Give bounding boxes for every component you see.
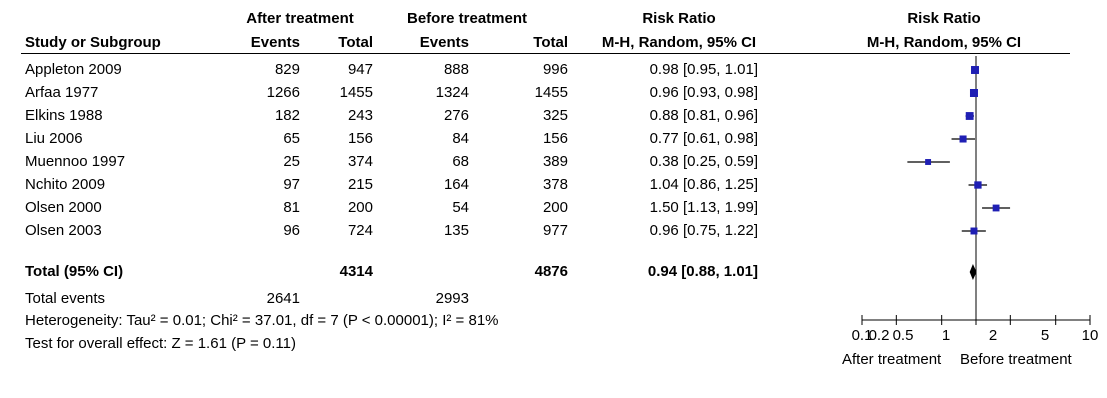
events2-header: Events: [419, 34, 469, 51]
study-name: Arfaa 1977: [25, 84, 99, 101]
study-marker: [925, 159, 932, 165]
rr-ci-cell: 0.77 [0.61, 0.98]: [649, 130, 758, 147]
events1-cell: 1266: [266, 84, 300, 101]
study-column-header: Study or Subgroup: [25, 34, 161, 51]
total1-cell: 4314: [339, 263, 373, 280]
study-marker: [971, 66, 979, 74]
study-name: Olsen 2003: [25, 222, 102, 239]
plot-method-header: M-H, Random, 95% CI: [866, 34, 1022, 51]
study-name: Olsen 2000: [25, 199, 102, 216]
rr-method-header: M-H, Random, 95% CI: [601, 34, 757, 51]
rr-ci-cell: 1.50 [1.13, 1.99]: [649, 199, 758, 216]
plot-column-header: Risk Ratio: [907, 10, 981, 27]
rr-ci-cell: 0.98 [0.95, 1.01]: [649, 61, 758, 78]
total2-header: Total: [533, 34, 568, 51]
events2-cell: 276: [443, 107, 469, 124]
study-name: Liu 2006: [25, 130, 83, 147]
events1-cell: 97: [283, 176, 300, 193]
study-name: Elkins 1988: [25, 107, 103, 124]
study-marker: [974, 181, 982, 189]
total2-cell: 1455: [534, 84, 568, 101]
events2-cell: 135: [443, 222, 469, 239]
total1-cell: 724: [347, 222, 373, 239]
tick-label: 0.5: [892, 327, 914, 344]
rr-ci-cell: 0.88 [0.81, 0.96]: [649, 107, 758, 124]
rr-ci-cell: 0.96 [0.75, 1.22]: [649, 222, 758, 239]
tick-label: 2: [988, 327, 998, 344]
total2-cell: 325: [542, 107, 568, 124]
heterogeneity-stats: Heterogeneity: Tau² = 0.01; Chi² = 37.01…: [25, 312, 499, 329]
events2-cell: 54: [452, 199, 469, 216]
total-rr-ci: 0.94 [0.88, 1.01]: [647, 263, 758, 280]
favours-right-label: Before treatment: [960, 351, 1072, 368]
total2-cell: 378: [542, 176, 568, 193]
rr-column-header: Risk Ratio: [642, 10, 716, 27]
events1-cell: 829: [274, 61, 300, 78]
rr-ci-cell: 1.04 [0.86, 1.25]: [649, 176, 758, 193]
study-marker: [965, 112, 974, 120]
total2-cell: 389: [542, 153, 568, 170]
total-events-label: Total events: [25, 290, 106, 307]
total1-cell: 243: [347, 107, 373, 124]
tick-label: 1: [941, 327, 951, 344]
total-events1-cell: 2641: [266, 290, 300, 307]
events1-cell: 182: [274, 107, 300, 124]
total1-cell: 947: [347, 61, 373, 78]
events1-header: Events: [250, 34, 300, 51]
total-events2-cell: 2993: [435, 290, 469, 307]
total1-cell: 215: [347, 176, 373, 193]
events2-cell: 84: [452, 130, 469, 147]
tick-label: 10: [1081, 327, 1099, 344]
total2-cell: 200: [542, 199, 568, 216]
total1-cell: 156: [347, 130, 373, 147]
total1-cell: 1455: [339, 84, 373, 101]
study-marker: [969, 89, 978, 97]
events2-cell: 1324: [435, 84, 469, 101]
total1-cell: 200: [347, 199, 373, 216]
pooled-diamond: [969, 264, 977, 280]
total2-cell: 996: [542, 61, 568, 78]
total-label: Total (95% CI): [25, 263, 124, 280]
study-marker: [959, 135, 967, 143]
study-marker: [992, 204, 1000, 212]
overall-effect-stats: Test for overall effect: Z = 1.61 (P = 0…: [25, 335, 296, 352]
total1-cell: 374: [347, 153, 373, 170]
events2-cell: 164: [443, 176, 469, 193]
group2-header: Before treatment: [406, 10, 528, 27]
events2-cell: 68: [452, 153, 469, 170]
tick-label: 5: [1040, 327, 1050, 344]
events2-cell: 888: [443, 61, 469, 78]
events1-cell: 96: [283, 222, 300, 239]
study-name: Appleton 2009: [25, 61, 122, 78]
group1-header: After treatment: [246, 10, 354, 27]
study-name: Muennoo 1997: [25, 153, 126, 170]
header-rule: [21, 53, 1070, 54]
total2-cell: 156: [542, 130, 568, 147]
total1-header: Total: [338, 34, 373, 51]
events1-cell: 65: [283, 130, 300, 147]
total2-cell: 4876: [534, 263, 568, 280]
favours-left-label: After treatment: [842, 351, 942, 368]
rr-ci-cell: 0.38 [0.25, 0.59]: [649, 153, 758, 170]
tick-label: 0.1: [851, 327, 873, 344]
total2-cell: 977: [542, 222, 568, 239]
events1-cell: 81: [283, 199, 300, 216]
events1-cell: 25: [283, 153, 300, 170]
study-marker: [970, 227, 978, 235]
study-name: Nchito 2009: [25, 176, 106, 193]
tick-label: 0.2: [868, 327, 890, 344]
rr-ci-cell: 0.96 [0.93, 0.98]: [649, 84, 758, 101]
plot-marks: [861, 56, 1091, 325]
